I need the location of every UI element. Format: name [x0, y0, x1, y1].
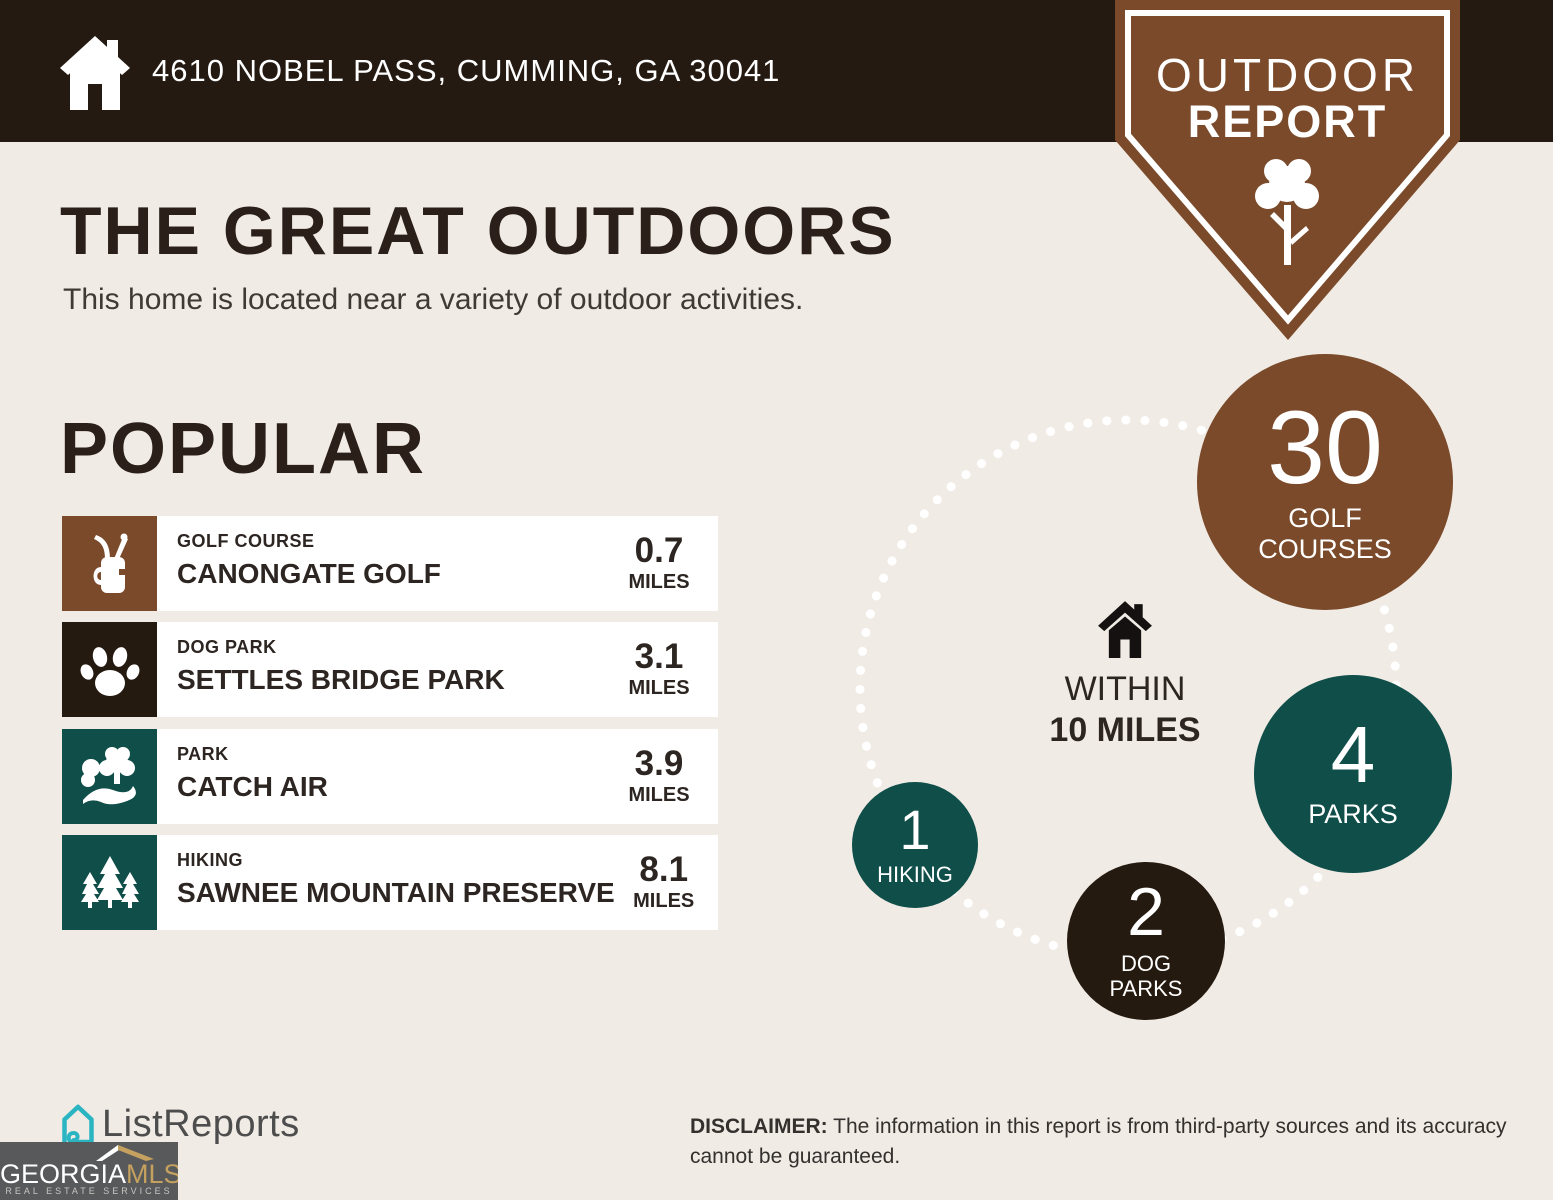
distance-unit: MILES — [633, 890, 695, 912]
stat-dog-parks: 2 DOG PARKS — [1067, 862, 1225, 1020]
list-item-golf-course: GOLF COURSE CANONGATE GOLF 0.7 MILES — [62, 516, 718, 611]
tree-icon — [1255, 159, 1319, 265]
list-item-hiking: HIKING SAWNEE MOUNTAIN PRESERVE 8.1 MILE… — [62, 835, 718, 930]
stat-golf-courses: 30 GOLF COURSES — [1197, 354, 1453, 610]
diagram-center-label: WITHIN 10 MILES — [1015, 598, 1235, 750]
mls-text: MLS — [126, 1159, 178, 1189]
home-icon — [60, 36, 130, 110]
paw-icon — [62, 622, 157, 717]
stat-count: 1 — [899, 797, 931, 861]
distance-unit: MILES — [628, 571, 690, 593]
home-icon — [1098, 601, 1152, 658]
list-item-park: PARK CATCH AIR 3.9 MILES — [62, 729, 718, 824]
page-subtitle: This home is located near a variety of o… — [63, 283, 804, 316]
stat-count: 4 — [1330, 710, 1376, 800]
badge-line2: REPORT — [1187, 96, 1388, 147]
item-distance: 3.9 MILES — [610, 729, 718, 824]
stat-label: GOLF COURSES — [1258, 503, 1392, 565]
pine-trees-icon — [62, 835, 157, 930]
item-category: HIKING — [177, 850, 243, 870]
stat-parks: 4 PARKS — [1254, 675, 1452, 873]
list-item-dog-park: DOG PARK SETTLES BRIDGE PARK 3.1 MILES — [62, 622, 718, 717]
stat-label: HIKING — [877, 861, 953, 887]
listreports-logo: ListReports — [60, 1102, 300, 1146]
disclaimer-text: DISCLAIMER: The information in this repo… — [690, 1112, 1510, 1173]
within-label: WITHIN — [1064, 670, 1186, 708]
listreports-house-icon — [62, 1104, 94, 1145]
item-name: SAWNEE MOUNTAIN PRESERVE — [177, 877, 615, 908]
disclaimer-label: DISCLAIMER: — [690, 1115, 828, 1138]
listreports-wordmark: ListReports — [102, 1102, 300, 1145]
item-name: CATCH AIR — [177, 771, 328, 802]
georgiamls-logo: GEORGIAMLS REAL ESTATE SERVICES — [0, 1142, 178, 1200]
item-category: PARK — [177, 744, 229, 764]
page-title: THE GREAT OUTDOORS — [60, 193, 896, 269]
distance-value: 3.9 — [634, 744, 684, 783]
outdoor-report-badge: OUTDOOR REPORT — [1100, 0, 1475, 348]
popular-section-title: POPULAR — [60, 409, 427, 489]
stat-label: PARKS — [1308, 799, 1398, 830]
radius-label: 10 MILES — [1049, 711, 1201, 749]
park-tree-icon — [62, 729, 157, 824]
item-name: SETTLES BRIDGE PARK — [177, 664, 505, 695]
stat-hiking: 1 HIKING — [852, 782, 978, 908]
distance-value: 8.1 — [639, 850, 689, 889]
item-category: GOLF COURSE — [177, 531, 315, 551]
stat-count: 2 — [1127, 874, 1165, 951]
badge-line1: OUTDOOR — [1155, 49, 1420, 101]
item-category: DOG PARK — [177, 637, 277, 657]
distance-unit: MILES — [628, 784, 690, 806]
badge-ribbon-shape — [1115, 0, 1460, 340]
distance-value: 0.7 — [634, 531, 684, 570]
property-address: 4610 NOBEL PASS, CUMMING, GA 30041 — [152, 53, 781, 88]
item-distance: 3.1 MILES — [610, 622, 718, 717]
georgiamls-wordmark: GEORGIAMLS — [0, 1159, 178, 1190]
stat-count: 30 — [1267, 389, 1383, 506]
georgiamls-tagline: REAL ESTATE SERVICES — [5, 1186, 173, 1196]
distance-unit: MILES — [628, 677, 690, 699]
golf-bag-icon — [62, 516, 157, 611]
mls-roof-icon — [96, 1145, 154, 1161]
stat-label: DOG PARKS — [1109, 951, 1183, 1002]
item-distance: 0.7 MILES — [610, 516, 718, 611]
item-name: CANONGATE GOLF — [177, 558, 441, 589]
distance-value: 3.1 — [634, 637, 684, 676]
item-distance: 8.1 MILES — [615, 835, 723, 930]
disclaimer-body: The information in this report is from t… — [690, 1115, 1507, 1169]
georgia-text: GEORGIA — [0, 1159, 127, 1189]
